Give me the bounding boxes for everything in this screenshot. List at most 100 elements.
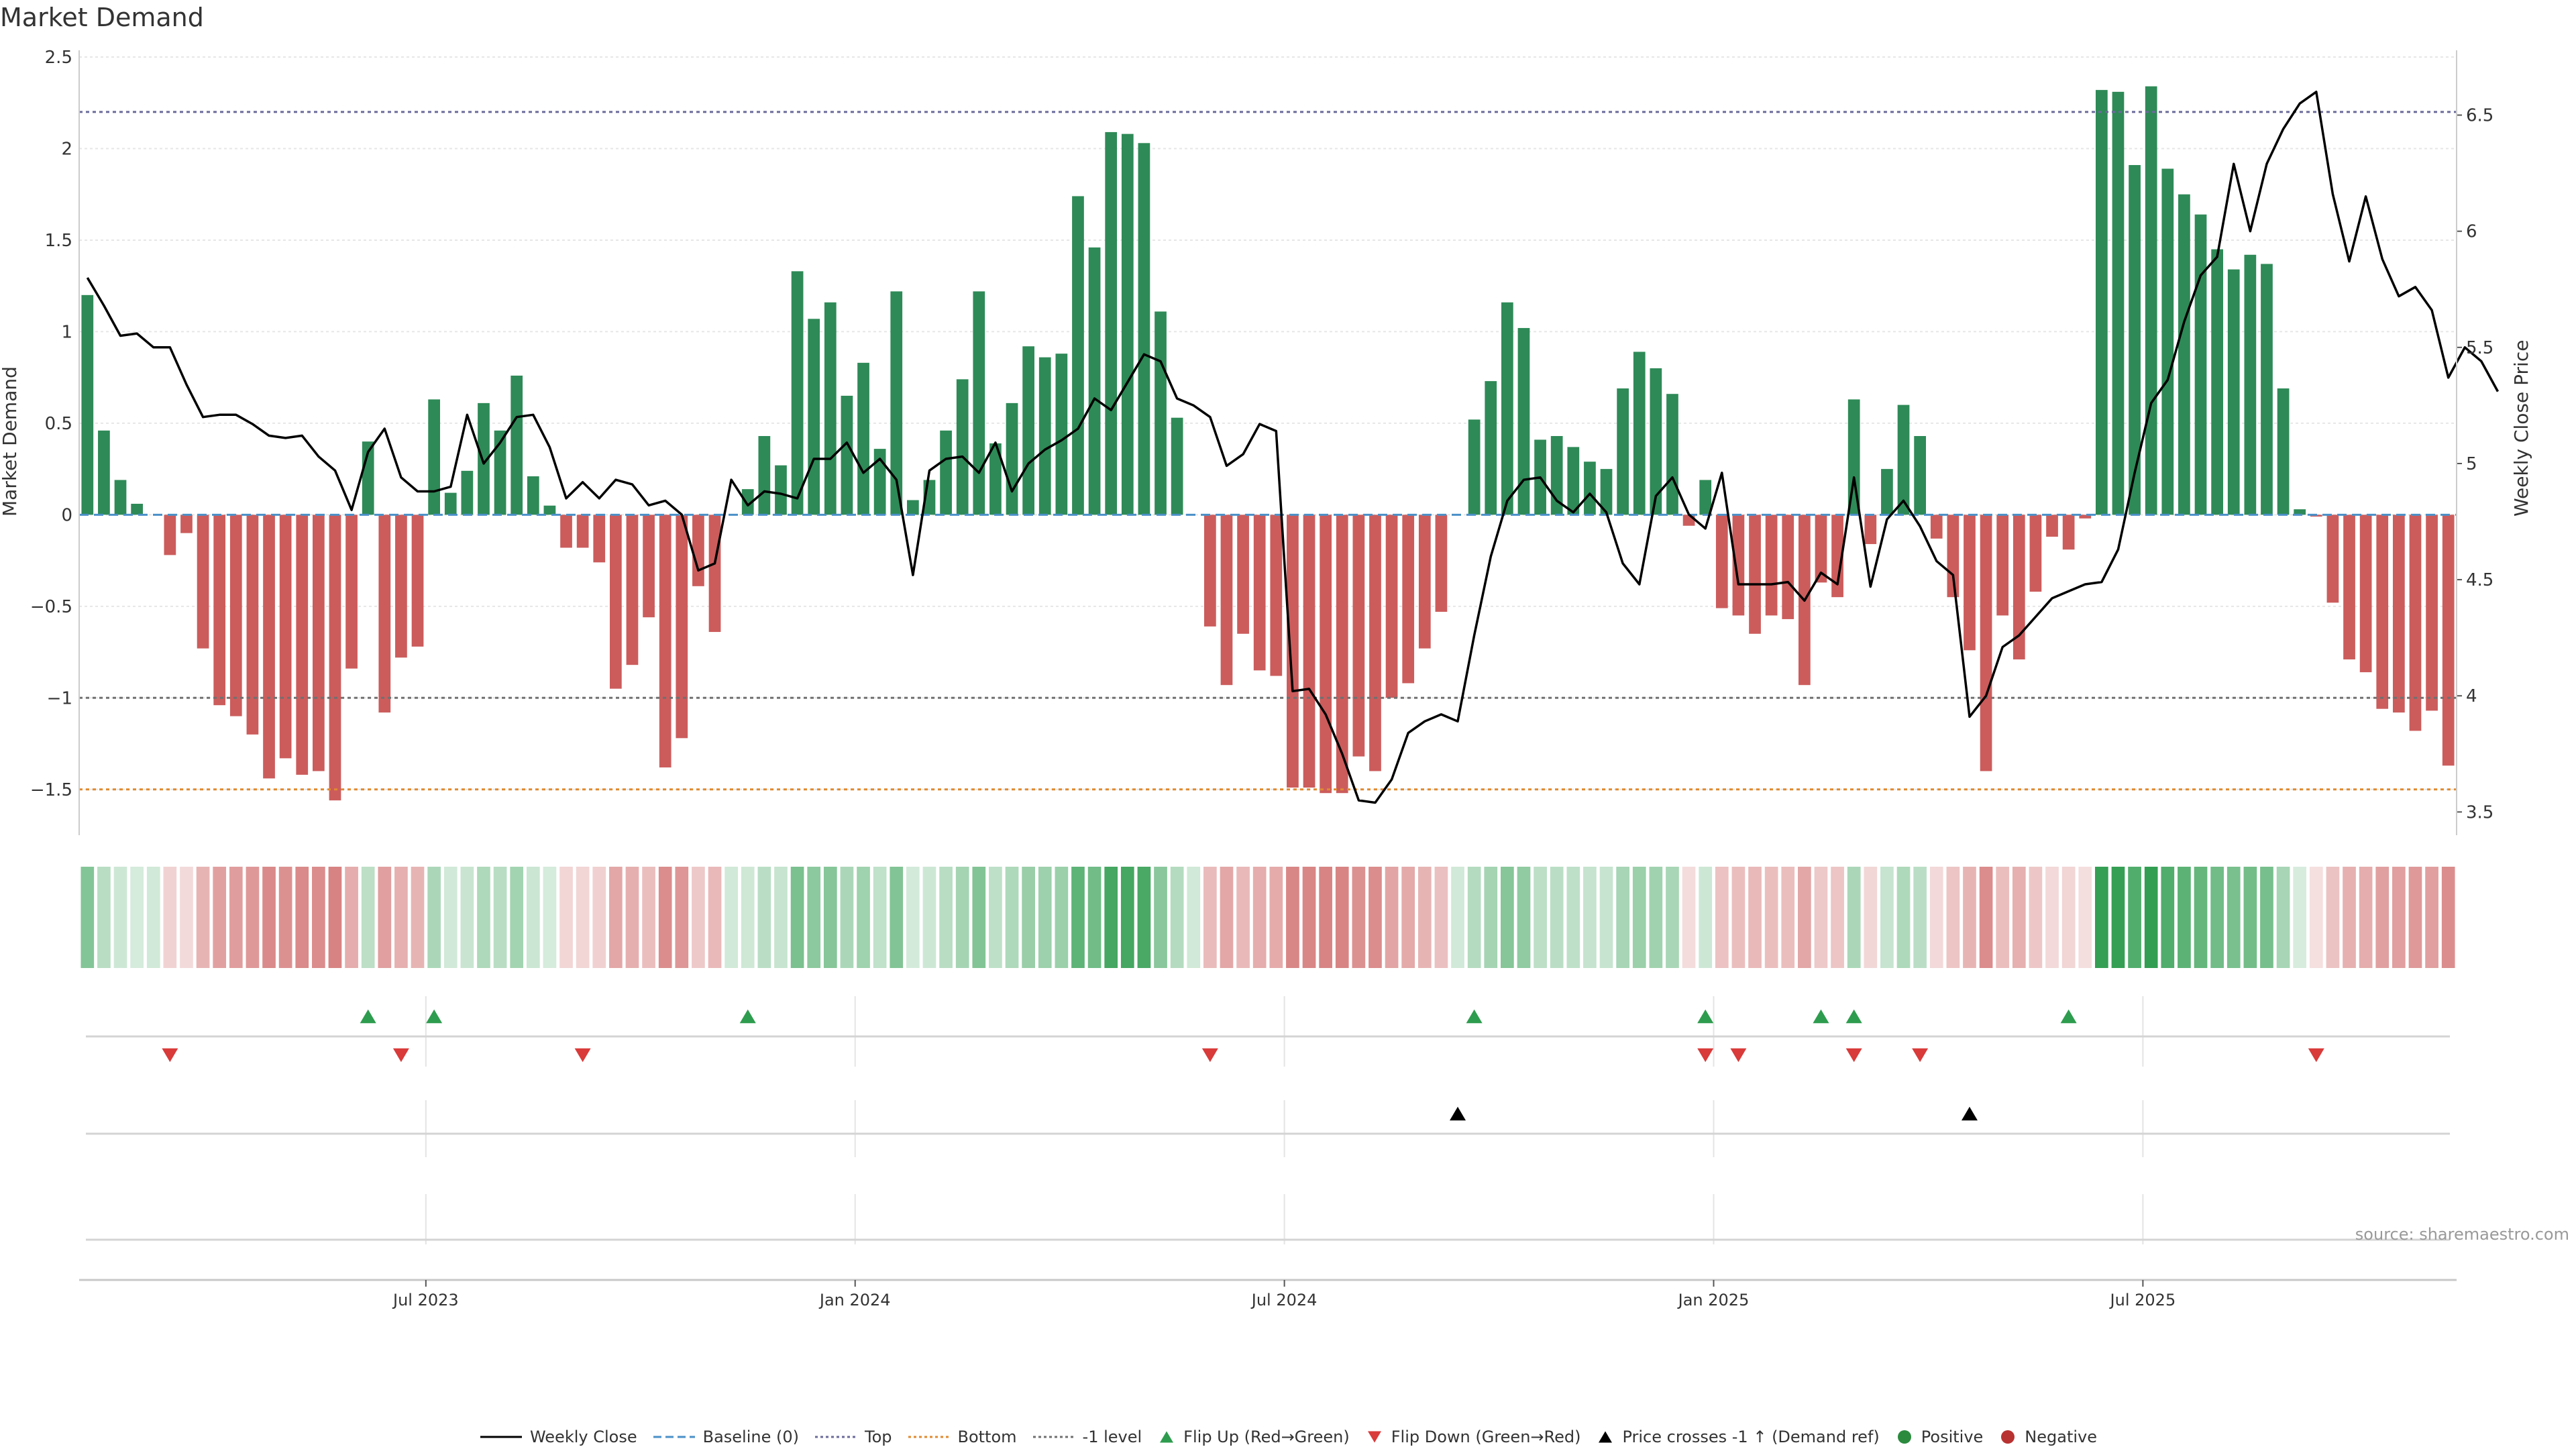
negative-demand-bar <box>1237 515 1249 634</box>
negative-demand-bar <box>2359 515 2372 673</box>
heat-cell <box>411 867 425 968</box>
heat-cell <box>1847 867 1861 968</box>
legend-item: Weekly Close <box>479 1428 637 1446</box>
positive-demand-bar <box>1006 402 1018 515</box>
positive-demand-bar <box>1600 469 1613 515</box>
x-axis: Jul 2023 Jan 2024 Jul 2024 Jan 2025 Jul 2025 <box>79 1279 2457 1309</box>
negative-demand-bar <box>296 515 309 775</box>
positive-demand-bar <box>461 470 474 515</box>
positive-demand-bar <box>1881 469 1893 515</box>
heat-cell <box>2095 867 2108 968</box>
flip-down-marker <box>1730 1048 1747 1063</box>
heat-cell <box>1781 867 1795 968</box>
heat-cell <box>2210 867 2224 968</box>
negative-demand-bar <box>1287 515 1299 788</box>
y-left-tick-label: 0.5 <box>45 414 72 434</box>
negative-demand-bar <box>2062 515 2075 550</box>
heat-cell <box>1467 867 1481 968</box>
legend-item: Bottom <box>907 1428 1017 1446</box>
negative-demand-bar <box>313 515 325 771</box>
negative-demand-bar <box>1749 515 1761 634</box>
heat-cell <box>427 867 441 968</box>
y-axis-left-label: Market Demand <box>0 366 21 517</box>
legend-dot <box>1897 1430 1911 1444</box>
heat-cell <box>2359 867 2373 968</box>
negative-demand-bar <box>1270 515 1283 676</box>
flip-markers-panel <box>86 996 2450 1067</box>
positive-demand-bar <box>775 465 787 515</box>
positive-demand-bar <box>1517 327 1530 515</box>
positive-demand-bar <box>2096 90 2108 515</box>
negative-demand-bar <box>2409 515 2422 731</box>
heat-cell <box>1368 867 1382 968</box>
negative-demand-bar <box>345 515 358 669</box>
flip-up-marker <box>426 1009 443 1024</box>
positive-demand-bar <box>511 375 523 515</box>
x-tick-label: Jan 2025 <box>1677 1291 1750 1309</box>
positive-demand-bar <box>2112 91 2125 515</box>
negative-demand-bar <box>1402 515 1415 684</box>
heat-cell <box>592 867 606 968</box>
heat-cell <box>1682 867 1696 968</box>
flip-up-marker <box>1697 1009 1714 1024</box>
heat-cell <box>939 867 953 968</box>
legend-item: Baseline (0) <box>652 1428 799 1446</box>
y-right-tick-label: 6.5 <box>2466 106 2493 126</box>
negative-demand-bar <box>2426 515 2438 711</box>
flip-up-marker <box>1813 1009 1829 1024</box>
heat-cell <box>1864 867 1878 968</box>
heat-cell <box>361 867 375 968</box>
flip-down-marker <box>162 1048 178 1063</box>
heat-cell <box>1005 867 1019 968</box>
heat-cell <box>2343 867 2356 968</box>
flip-down-marker <box>2308 1048 2324 1063</box>
positive-demand-bar <box>791 271 804 515</box>
y-left-tick-label: 0 <box>61 505 72 525</box>
negative-demand-bar <box>1369 515 1381 771</box>
positive-demand-bar <box>857 362 869 515</box>
heat-cell <box>460 867 474 968</box>
heat-cell <box>1699 867 1713 968</box>
heat-cell <box>922 867 936 968</box>
heat-cell <box>1929 867 1943 968</box>
positive-demand-bar <box>98 430 110 515</box>
y-left-tick-label: 2.5 <box>45 48 72 68</box>
negative-demand-bar <box>1320 515 1332 794</box>
heat-cell <box>1534 867 1547 968</box>
heat-cell <box>180 867 193 968</box>
legend-item: Positive <box>1894 1428 1983 1446</box>
heat-cell <box>1996 867 2010 968</box>
negative-demand-bar <box>676 515 688 739</box>
negative-demand-bar <box>1782 515 1794 619</box>
negative-demand-bar <box>213 515 226 706</box>
flip-down-marker <box>1845 1048 1862 1063</box>
heat-cell <box>213 867 227 968</box>
negative-demand-bar <box>197 515 209 649</box>
positive-demand-bar <box>2294 509 2306 515</box>
empty-panel <box>86 1194 2450 1244</box>
y-left-tick-label: 1 <box>61 322 72 342</box>
heat-cell <box>1715 867 1729 968</box>
negative-demand-bar <box>1336 515 1348 794</box>
heat-cell <box>1731 867 1746 968</box>
heat-cell <box>2260 867 2273 968</box>
positive-demand-bar <box>527 476 539 515</box>
positive-demand-bar <box>81 294 94 515</box>
heat-cell <box>642 867 655 968</box>
flip-down-marker <box>1697 1048 1714 1063</box>
legend-symbol <box>480 1436 522 1438</box>
heat-cell <box>1880 867 1894 968</box>
positive-demand-bar <box>1138 143 1150 515</box>
positive-demand-bar <box>1171 417 1183 515</box>
heat-cell <box>840 867 854 968</box>
negative-demand-bar <box>576 515 589 548</box>
heat-cell <box>2425 867 2438 968</box>
heat-cell <box>1302 867 1316 968</box>
flip-up-marker <box>2060 1009 2077 1024</box>
heat-cell <box>1666 867 1679 968</box>
positive-demand-bar <box>1468 419 1481 515</box>
negative-demand-bar <box>329 515 341 801</box>
positive-demand-bar <box>1022 346 1034 515</box>
negative-demand-bar <box>1352 515 1365 757</box>
